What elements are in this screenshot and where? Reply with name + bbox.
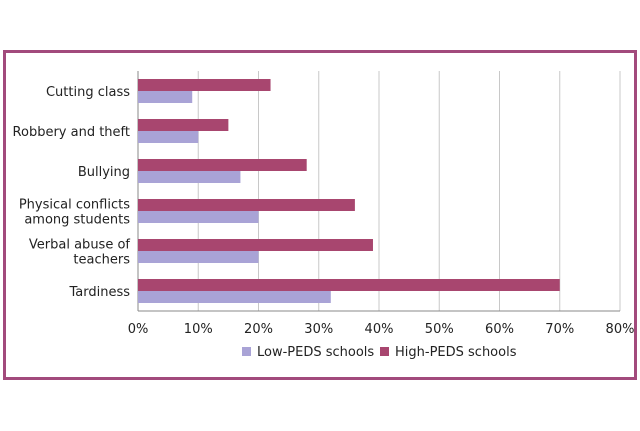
legend-label-low-peds: Low-PEDS schools [257, 345, 374, 360]
bar-high-peds [138, 119, 229, 131]
bar-high-peds [138, 79, 271, 91]
bar-high-peds [138, 199, 355, 211]
category-label: teachers [73, 253, 130, 268]
bar-low-peds [138, 91, 193, 103]
x-tick-label: 50% [425, 322, 454, 337]
bar-low-peds [138, 131, 199, 143]
x-tick-label: 0% [128, 322, 149, 337]
category-label: Robbery and theft [13, 125, 130, 140]
chart-frame: 0% 10% 20% 30% 40% 50% 60% 70% 80% Cutting class R… [3, 50, 637, 380]
legend-label-high-peds: High-PEDS schools [395, 345, 517, 360]
bar-low-peds [138, 251, 259, 263]
category-label: Verbal abuse of [29, 238, 131, 253]
legend-swatch-high-peds [380, 347, 389, 356]
x-tick-label: 10% [184, 322, 213, 337]
x-tick-label: 60% [485, 322, 514, 337]
category-label: Bullying [78, 165, 130, 180]
category-label: Physical conflicts [19, 198, 130, 213]
x-tick-label: 70% [545, 322, 574, 337]
bar-low-peds [138, 211, 259, 223]
bar-low-peds [138, 291, 331, 303]
category-label: Cutting class [46, 85, 130, 100]
bar-low-peds [138, 171, 241, 183]
x-tick-label: 80% [606, 322, 634, 337]
legend-swatch-low-peds [242, 347, 251, 356]
bar-high-peds [138, 159, 307, 171]
bar-chart: 0% 10% 20% 30% 40% 50% 60% 70% 80% Cutting class R… [13, 71, 634, 360]
x-tick-label: 40% [365, 322, 394, 337]
bar-high-peds [138, 279, 560, 291]
x-tick-label: 30% [304, 322, 333, 337]
category-label: among students [24, 213, 130, 228]
bar-high-peds [138, 239, 373, 251]
category-label: Tardiness [68, 285, 130, 300]
x-tick-label: 20% [244, 322, 273, 337]
